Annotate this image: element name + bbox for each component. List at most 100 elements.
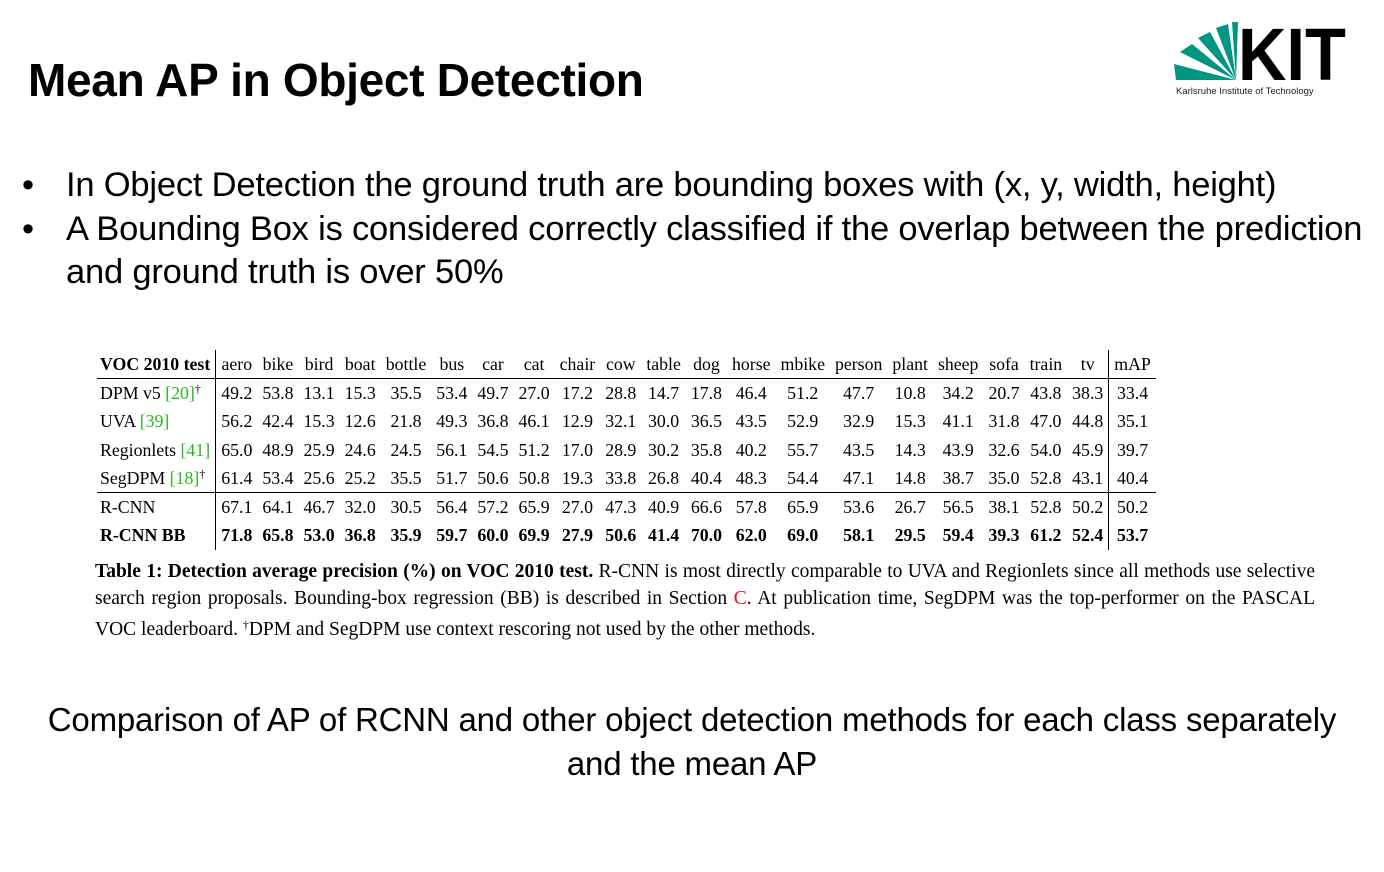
table-cell: 71.8 <box>221 525 253 546</box>
table-cell: 48.3 <box>735 467 767 488</box>
table-cell: 42.4 <box>262 411 294 432</box>
table-cell: 35.0 <box>988 467 1020 488</box>
results-table: VOC 2010 test aero bike bird boat bottle bus c… <box>97 350 1156 551</box>
table-cell: 57.2 <box>472 492 514 522</box>
table-cell: 49.7 <box>477 382 509 403</box>
table-cell: 27.0 <box>554 492 601 522</box>
table-cell: 53.4 <box>436 382 468 403</box>
table-cell: 32.9 <box>843 411 875 432</box>
table-cell: 65.9 <box>775 492 830 522</box>
table-cell: 43.5 <box>843 439 875 460</box>
row-header: DPM v5 [20]† <box>97 378 217 408</box>
map-cell: 53.7 <box>1108 521 1156 551</box>
table-cell: 12.6 <box>344 411 376 432</box>
map-cell: 33.4 <box>1108 378 1156 408</box>
method-name: Regionlets <box>100 439 181 460</box>
table-row: SegDPM [18]† 61.4 53.4 25.6 25.2 35.5 51.7 50.6… <box>97 464 1156 493</box>
table-row: R-CNN 67.1 64.1 46.7 32.0 30.5 56.4 57.2 65.9 27.… <box>97 492 1156 522</box>
table-cell: 51.2 <box>518 439 550 460</box>
table-cell: 35.8 <box>690 439 722 460</box>
table-cell: 13.1 <box>303 382 335 403</box>
column-header: sheep <box>932 350 984 380</box>
table-cell: 40.4 <box>690 467 722 488</box>
table-cell: 36.5 <box>690 411 722 432</box>
table-cell: 10.8 <box>894 382 926 403</box>
row-header: Regionlets [41] <box>97 435 217 465</box>
table-cell: 70.0 <box>690 525 722 546</box>
column-header: boat <box>339 350 381 380</box>
table-cell: 17.0 <box>561 439 593 460</box>
map-cell: 35.1 <box>1108 407 1156 436</box>
table-row: UVA [39] 56.2 42.4 15.3 12.6 21.8 49.3 36.8 46.1… <box>97 407 1156 436</box>
column-header: bird <box>298 350 340 380</box>
table-cell: 50.2 <box>1067 492 1109 522</box>
method-name: UVA <box>100 411 140 432</box>
caption-text: R-CNN is most directly comparable to UVA… <box>95 561 1315 610</box>
table-cell: 65.0 <box>221 439 253 460</box>
kit-logo-subtitle: Karlsruhe Institute of Technology <box>1176 86 1314 97</box>
table-cell: 19.3 <box>561 467 593 488</box>
table-cell: 40.9 <box>641 492 686 522</box>
table-cell: 29.5 <box>894 525 926 546</box>
table-cell: 67.1 <box>215 492 258 522</box>
table-cell: 30.2 <box>648 439 680 460</box>
caption-text: DPM and SegDPM use context rescoring not… <box>248 619 816 641</box>
slide-footnote: Comparison of AP of RCNN and other objec… <box>47 701 1337 782</box>
row-header: R-CNN <box>97 492 217 522</box>
table-cell: 15.3 <box>894 411 926 432</box>
table-cell: 26.8 <box>648 467 680 488</box>
column-header: sofa <box>983 350 1025 380</box>
table-cell: 61.2 <box>1030 525 1062 546</box>
table-caption: Table 1: Detection average precision (%)… <box>95 558 1315 643</box>
bullet-marker: • <box>22 166 34 204</box>
table-cell: 60.0 <box>477 525 509 546</box>
table-cell: 35.9 <box>390 525 422 546</box>
table-cell: 38.1 <box>983 492 1025 522</box>
column-header: horse <box>727 350 776 380</box>
table-cell: 47.0 <box>1030 411 1062 432</box>
table-cell: 53.0 <box>303 525 335 546</box>
table-cell: 51.2 <box>787 382 819 403</box>
table-cell: 61.4 <box>221 467 253 488</box>
column-header: train <box>1024 350 1068 380</box>
table-cell: 54.5 <box>477 439 509 460</box>
caption-dagger: † <box>242 618 249 633</box>
table-row: DPM v5 [20]† 49.2 53.8 13.1 15.3 35.5 53.4 49.7… <box>97 378 1156 408</box>
table-cell: 69.9 <box>518 525 550 546</box>
dagger-mark: † <box>199 467 206 482</box>
table-cell: 24.5 <box>390 439 422 460</box>
table-cell: 58.1 <box>843 525 875 546</box>
table-cell: 43.1 <box>1072 467 1104 488</box>
table-cell: 28.9 <box>605 439 637 460</box>
table-cell: 50.8 <box>518 467 550 488</box>
table-cell: 17.8 <box>690 382 722 403</box>
kit-logo: KIT Karlsruhe Institute of Technology <box>1172 18 1348 102</box>
table-cell: 54.0 <box>1030 439 1062 460</box>
table-cell: 52.8 <box>1030 467 1062 488</box>
table-cell: 40.2 <box>735 439 767 460</box>
table-cell: 33.8 <box>605 467 637 488</box>
table-cell: 15.3 <box>344 382 376 403</box>
column-header: bottle <box>380 350 432 380</box>
table-cell: 49.2 <box>221 382 253 403</box>
kit-logo-rays <box>1174 22 1238 80</box>
table-cell: 31.8 <box>988 411 1020 432</box>
table-cell: 43.9 <box>942 439 974 460</box>
table-cell: 69.0 <box>787 525 819 546</box>
table-cell: 50.6 <box>477 467 509 488</box>
table-cell: 27.0 <box>518 382 550 403</box>
map-column-header: mAP <box>1108 350 1156 380</box>
dagger-mark: † <box>194 382 201 397</box>
method-name: DPM v5 <box>100 383 166 404</box>
table-cell: 30.5 <box>380 492 432 522</box>
table-cell: 56.5 <box>932 492 984 522</box>
table-cell: 12.9 <box>561 411 593 432</box>
table-cell: 25.2 <box>344 467 376 488</box>
table-cell: 64.1 <box>257 492 299 522</box>
table-cell: 34.2 <box>942 382 974 403</box>
column-header: tv <box>1067 350 1109 380</box>
table-cell: 56.2 <box>221 411 253 432</box>
table-cell: 59.4 <box>942 525 974 546</box>
table-body: DPM v5 [20]† 49.2 53.8 13.1 15.3 35.5 53.4 49.7… <box>97 378 1156 551</box>
table-cell: 66.6 <box>685 492 727 522</box>
